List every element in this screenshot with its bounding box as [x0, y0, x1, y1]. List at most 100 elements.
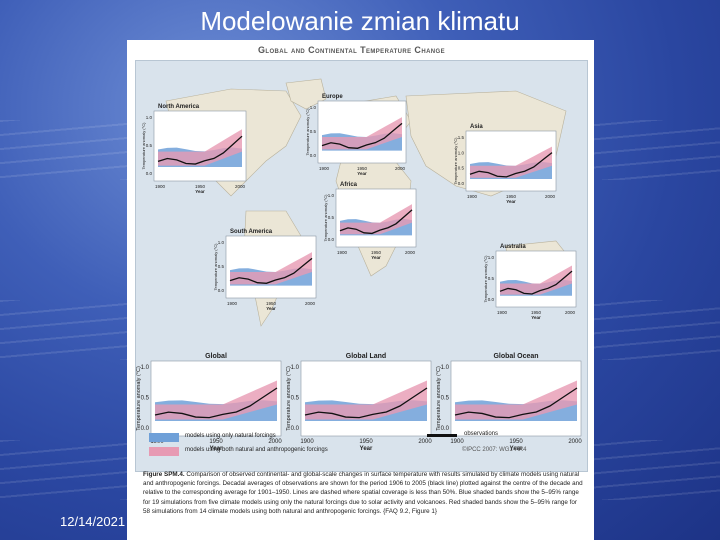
x-axis-label: Year — [195, 189, 205, 194]
panel-name: Global — [205, 353, 227, 360]
y-tick-label: 1.0 — [146, 115, 153, 120]
panel-north-america: North America 1900 1950 2000 1.0 0.5 0.0Temper… — [141, 104, 247, 194]
panel-global-ocean: Global Ocean 1900 1950 2000 1.0 0.5 0.0Tempera… — [436, 353, 582, 452]
y-tick-label: 0.5 — [328, 215, 335, 220]
x-tick-label: 2000 — [418, 439, 432, 445]
y-tick-label: 0.5 — [146, 143, 153, 148]
figure-credit: ©IPCC 2007: WG1-AR4 — [462, 447, 527, 453]
y-tick-label: 0.5 — [291, 396, 300, 402]
observation-line — [454, 387, 578, 419]
y-tick-label: 0.0 — [310, 153, 317, 158]
panel-asia: Asia 1900 1950 2000 1.5 1.0 0.5 0.0Temperature … — [453, 124, 557, 204]
y-tick-label: 1.5 — [458, 135, 465, 140]
panel-south-america: South America 1900 1950 2000 1.0 0.5 0.0Temper… — [213, 229, 317, 311]
x-tick-label: 1950 — [357, 166, 368, 171]
figure-caption: Figure SPM.4. Comparison of observed con… — [143, 470, 583, 516]
x-tick-label: 2000 — [305, 301, 316, 306]
slide-date: 12/14/2021 — [60, 514, 126, 529]
anthropogenic-forcing-band — [470, 146, 552, 178]
y-axis-label: Temperature anomaly (°C) — [323, 194, 328, 242]
x-tick-label: 1900 — [155, 184, 166, 189]
y-tick-label: 0.5 — [141, 396, 150, 402]
figure-title: Global and Continental Temperature Chang… — [258, 45, 446, 55]
panel-name: Asia — [470, 124, 483, 130]
panel-name: Africa — [340, 182, 358, 188]
panel-australia: Australia 1900 1950 2000 1.0 0.5 0.0Temperatur… — [483, 244, 577, 320]
caption-text: Comparison of observed continental- and … — [143, 471, 583, 515]
x-axis-label: Year — [210, 446, 223, 452]
y-axis-label: Temperature anomaly (°C) — [436, 366, 442, 431]
x-tick-label: 2000 — [268, 439, 282, 445]
observation-line — [469, 152, 553, 178]
x-tick-label: 2000 — [568, 439, 582, 445]
x-axis-label: Year — [510, 446, 523, 452]
x-tick-label: 1950 — [531, 310, 542, 315]
y-axis-label: Temperature anomaly (°C) — [453, 137, 458, 185]
y-tick-label: 0.5 — [458, 166, 465, 171]
observation-line — [339, 209, 413, 235]
x-tick-label: 1900 — [150, 439, 164, 445]
x-tick-label: 1900 — [497, 310, 508, 315]
panel-name: Global Land — [346, 353, 386, 360]
x-tick-label: 1900 — [300, 439, 314, 445]
x-axis-label: Year — [506, 199, 516, 204]
y-axis-label: Temperature anomaly (°C) — [141, 122, 146, 170]
y-tick-label: 0.0 — [328, 237, 335, 242]
x-tick-label: 1900 — [337, 250, 348, 255]
y-tick-label: 0.0 — [441, 426, 450, 432]
y-axis-label: Temperature anomaly (°C) — [213, 243, 218, 291]
x-tick-label: 1950 — [359, 439, 373, 445]
observation-line — [229, 257, 313, 284]
y-tick-label: 0.0 — [458, 181, 465, 186]
y-tick-label: 1.0 — [141, 365, 150, 371]
legend-swatch-observations — [427, 434, 457, 437]
x-axis-label: Year — [357, 171, 367, 176]
panel-name: Europe — [322, 94, 343, 100]
panel-global-land: Global Land 1900 1950 2000 1.0 0.5 0.0Temperat… — [286, 353, 432, 452]
y-tick-label: 1.0 — [218, 240, 225, 245]
x-tick-label: 1950 — [509, 439, 523, 445]
x-tick-label: 1900 — [450, 439, 464, 445]
x-tick-label: 2000 — [405, 250, 416, 255]
observation-line — [499, 270, 573, 295]
panel-name: South America — [230, 229, 273, 235]
y-tick-label: 1.0 — [458, 150, 465, 155]
x-tick-label: 2000 — [565, 310, 576, 315]
y-tick-label: 1.0 — [441, 365, 450, 371]
y-tick-label: 0.5 — [310, 129, 317, 134]
panel-name: Australia — [500, 244, 526, 250]
x-axis-label: Year — [360, 446, 373, 452]
y-tick-label: 1.0 — [291, 365, 300, 371]
x-tick-label: 2000 — [235, 184, 246, 189]
continent-greenland — [285, 78, 327, 110]
map-area: North America 1900 1950 2000 1.0 0.5 0.0 Temper… — [135, 60, 588, 472]
y-tick-label: 0.5 — [488, 276, 495, 281]
y-tick-label: 0.5 — [218, 264, 225, 269]
panel-name: Global Ocean — [493, 353, 538, 360]
x-tick-label: 1950 — [371, 250, 382, 255]
anthropogenic-forcing-band — [455, 380, 577, 420]
x-tick-label: 1950 — [209, 439, 223, 445]
x-tick-label: 1950 — [266, 301, 277, 306]
legend-observations: observations — [464, 431, 499, 437]
x-tick-label: 1900 — [227, 301, 238, 306]
x-axis-label: Year — [266, 306, 276, 311]
anthropogenic-forcing-band — [305, 380, 427, 420]
observation-line — [154, 387, 278, 419]
y-tick-label: 0.0 — [291, 426, 300, 432]
y-tick-label: 0.0 — [146, 171, 153, 176]
legend-swatch-both — [149, 447, 179, 456]
y-axis-label: Temperature anomaly (°C) — [136, 366, 142, 431]
anthropogenic-forcing-band — [500, 265, 572, 295]
legend-both: models using both natural and anthropoge… — [185, 447, 328, 453]
anthropogenic-forcing-band — [155, 380, 277, 420]
y-tick-label: 1.0 — [328, 193, 335, 198]
x-tick-label: 1900 — [319, 166, 330, 171]
y-tick-label: 1.0 — [488, 255, 495, 260]
anthropogenic-forcing-band — [322, 117, 402, 150]
slide-title: Modelowanie zmian klimatu — [200, 6, 520, 36]
x-tick-label: 1950 — [195, 184, 206, 189]
y-tick-label: 1.0 — [310, 105, 317, 110]
